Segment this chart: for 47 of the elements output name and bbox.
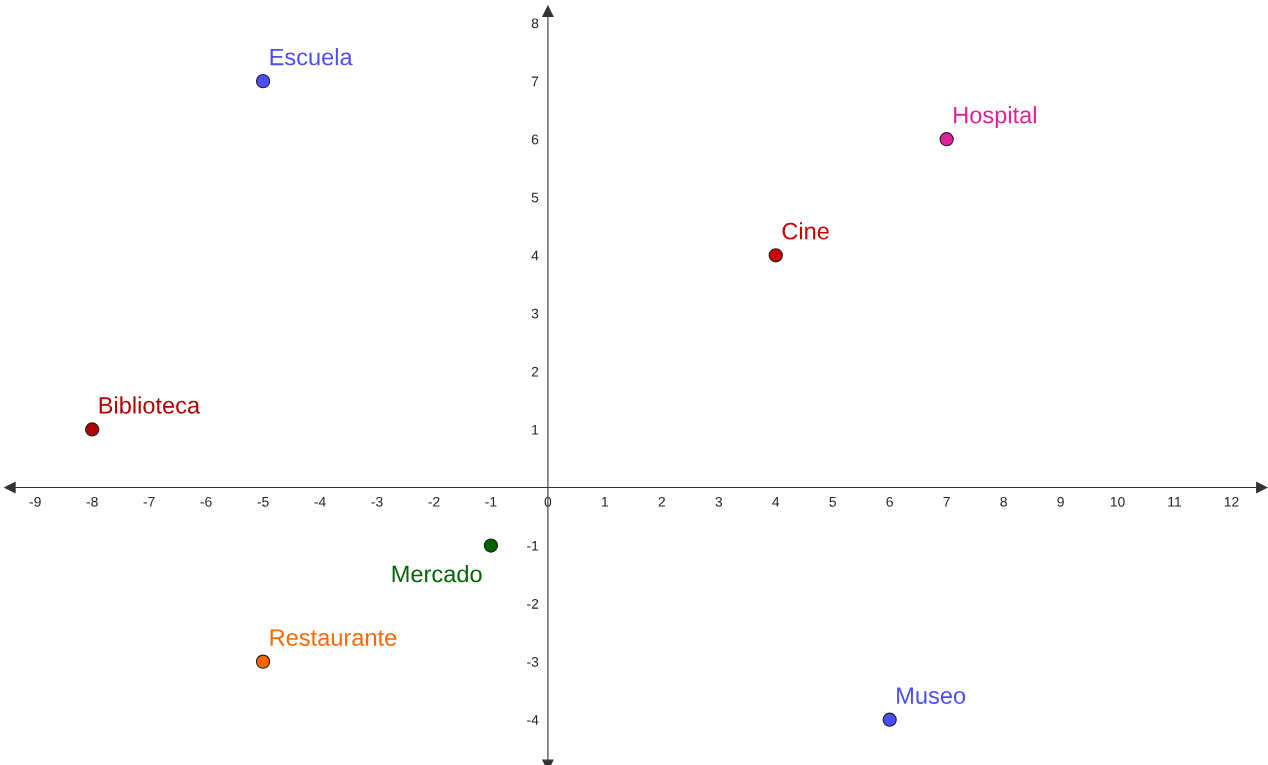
series-label: Cine (782, 222, 829, 240)
x-tick-label: -8 (86, 496, 98, 507)
x-tick-label: -5 (257, 497, 269, 507)
x-tick-label: -2 (428, 496, 440, 507)
series-label: Mercado (392, 565, 482, 583)
x-tick-label: 8 (1000, 496, 1007, 507)
point (255, 73, 271, 89)
y-tick-label: 2 (531, 366, 539, 377)
y-tick-label: 5 (531, 192, 539, 203)
series-label: Biblioteca (99, 396, 201, 414)
point (483, 538, 499, 553)
y-tick-label: 7 (531, 76, 539, 87)
x-tick-label: 11 (1168, 497, 1182, 507)
x-tick-label: 9 (1057, 496, 1064, 507)
y-tick-label: 4 (531, 250, 539, 261)
y-tick-label: -3 (527, 657, 539, 667)
point (882, 712, 897, 727)
y-tick-label: 6 (531, 134, 539, 145)
series-label: Escuela (270, 48, 353, 66)
y-tick-label: 3 (531, 308, 539, 319)
y-tick-label: -1 (527, 541, 539, 551)
x-tick-label: 6 (886, 496, 893, 507)
x-tick-label: -6 (200, 496, 212, 507)
point (85, 422, 100, 437)
y-tick-label: -4 (527, 715, 539, 725)
x-tick-label: 10 (1110, 496, 1125, 507)
y-tick-label: -2 (527, 598, 539, 609)
x-tick-label: -1 (485, 497, 497, 507)
point (939, 132, 954, 147)
x-tick-label: 1 (602, 497, 609, 507)
series-label: Restaurante (270, 629, 397, 646)
point (768, 248, 783, 263)
y-tick-label: 8 (531, 18, 539, 29)
x-tick-label: -4 (314, 497, 326, 507)
x-tick-label: 12 (1224, 496, 1239, 507)
series-label: Hospital (954, 106, 1036, 129)
series-label: Museo (897, 687, 966, 704)
x-tick-label: -9 (29, 496, 41, 507)
x-tick-label: 7 (943, 497, 950, 507)
x-tick-label: 2 (658, 496, 665, 507)
x-tick-label: 4 (772, 497, 780, 507)
x-tick-label: -3 (371, 496, 383, 507)
point (255, 654, 271, 669)
y-tick-label: 1 (532, 424, 539, 435)
x-tick-label: -7 (143, 497, 155, 507)
x-tick-label: 3 (715, 496, 723, 507)
x-tick-label: 5 (829, 497, 836, 507)
